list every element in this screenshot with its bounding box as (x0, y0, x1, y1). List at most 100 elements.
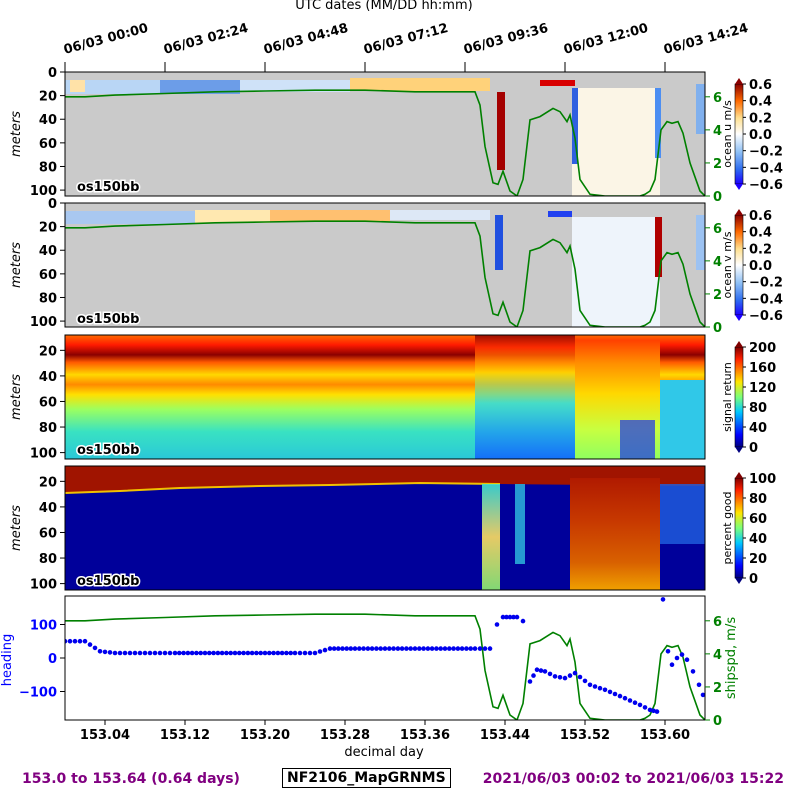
speed-tick-label: 2 (713, 681, 722, 696)
y-tick-label: 100 (30, 578, 57, 593)
colorbar-tick-label: 60 (749, 512, 767, 527)
colorbar-tick-label: −0.4 (749, 292, 783, 307)
y-tick-label: 20 (39, 475, 57, 490)
panel-heading-speed: heading shipspd, m/s 100 0 −100 6 4 2 0 153.0… (0, 595, 739, 760)
heading-point (322, 647, 328, 653)
speed-tick-label: 2 (713, 157, 722, 172)
heading-point (417, 646, 422, 651)
heading-point (665, 649, 671, 654)
colorbar-tick-label: 200 (749, 341, 776, 356)
heading-axis-label: heading (0, 634, 15, 687)
heading-point (185, 650, 191, 656)
heading-point (97, 649, 103, 654)
ship-speed-line (65, 613, 705, 720)
colorbar-label: ocean u m/s (721, 100, 734, 168)
surface-warm-patch (70, 80, 85, 92)
heading-point (382, 646, 388, 651)
y-tick-label: 100 (30, 618, 57, 633)
valid-data-block (572, 217, 660, 327)
heading-point (288, 650, 294, 656)
heading-point (352, 646, 358, 651)
edge-blue-streak (572, 88, 578, 164)
colorbar-tick-label: 40 (749, 532, 767, 547)
heading-point (391, 646, 396, 651)
heading-point (547, 671, 553, 677)
x-tick-label: 153.20 (240, 728, 290, 743)
colorbar-tick-label: 80 (749, 401, 767, 416)
heading-point (152, 650, 158, 656)
signal-deep-low (475, 335, 575, 459)
edge-red-streak (655, 217, 662, 277)
colorbar-extend-top (735, 472, 743, 478)
x-tick-label: 153.52 (560, 728, 610, 743)
heading-point (482, 646, 488, 651)
heading-point (317, 649, 323, 654)
heading-point (224, 650, 229, 656)
date-tick-label: 06/03 14:24 (662, 21, 750, 58)
date-tick-label: 06/03 04:48 (262, 21, 350, 58)
heading-point (451, 646, 456, 651)
colorbar-tick-label: 0 (749, 572, 758, 587)
heading-point (369, 646, 375, 651)
speed-tick-label: 4 (713, 648, 722, 663)
heading-point (421, 646, 426, 651)
panel-signal-return: os150bb meters 20 40 60 80 100 200 160 120 80 40… (9, 334, 776, 462)
heading-point (87, 642, 93, 647)
heading-point (198, 650, 203, 656)
y-axis-label: meters (9, 374, 24, 420)
instrument-label: os150bb (77, 574, 139, 589)
heading-point (504, 614, 509, 620)
heading-point (219, 650, 225, 656)
speed-axis-label: shipspd, m/s (724, 617, 739, 699)
signal-blue-patch (620, 420, 655, 459)
y-tick-label: 60 (39, 395, 57, 410)
x-axis-label: decimal day (344, 745, 424, 760)
date-tick-label: 06/03 09:36 (462, 21, 550, 58)
y-tick-label: 60 (39, 526, 57, 541)
heading-point (249, 650, 255, 656)
y-tick-label: 60 (39, 137, 57, 152)
colorbar-tick-label: −0.2 (749, 276, 783, 291)
heading-point (429, 646, 435, 651)
panel-percent-good: os150bb meters 20 40 60 80 100 100 80 60 40 20 0p… (9, 465, 776, 593)
heading-point (127, 650, 133, 656)
colorbar (734, 477, 744, 579)
heading-point (696, 682, 702, 688)
y-tick-label: 40 (39, 244, 57, 259)
heading-point (408, 646, 414, 651)
colorbar-tick-label: −0.4 (749, 161, 783, 176)
heading-point (399, 646, 405, 651)
heading-point (107, 650, 113, 655)
colorbar-tick-label: 100 (749, 472, 776, 487)
heading-point (307, 650, 313, 656)
heading-point (67, 638, 73, 644)
heading-point (434, 646, 439, 651)
colorbar-tick-label: −0.6 (749, 178, 783, 193)
signal-right-edge (660, 380, 705, 459)
heading-point (477, 646, 483, 651)
x-tick-label: 153.36 (400, 728, 450, 743)
heading-point (365, 646, 371, 651)
y-tick-label: 80 (39, 552, 57, 567)
heading-point (344, 646, 350, 651)
heading-point (507, 614, 513, 620)
heading-point (500, 614, 506, 620)
y-tick-label: 80 (39, 291, 57, 306)
heading-point (647, 707, 653, 713)
heading-point (455, 646, 461, 651)
heading-point (262, 650, 268, 656)
heading-point (632, 700, 638, 705)
surface-warm-band (350, 78, 490, 91)
colorbar-extend-bottom (735, 578, 743, 584)
x-tick-label: 153.28 (320, 728, 370, 743)
heading-point (572, 670, 578, 676)
colorbar-tick-label: 80 (749, 492, 767, 507)
heading-point (327, 646, 333, 651)
colorbar (734, 346, 744, 448)
heading-point (312, 650, 318, 656)
heading-point (177, 650, 182, 656)
date-tick-label: 06/03 00:00 (62, 21, 150, 58)
edge-blue-streak-right (655, 88, 661, 158)
colorbar-label: percent good (721, 491, 734, 564)
